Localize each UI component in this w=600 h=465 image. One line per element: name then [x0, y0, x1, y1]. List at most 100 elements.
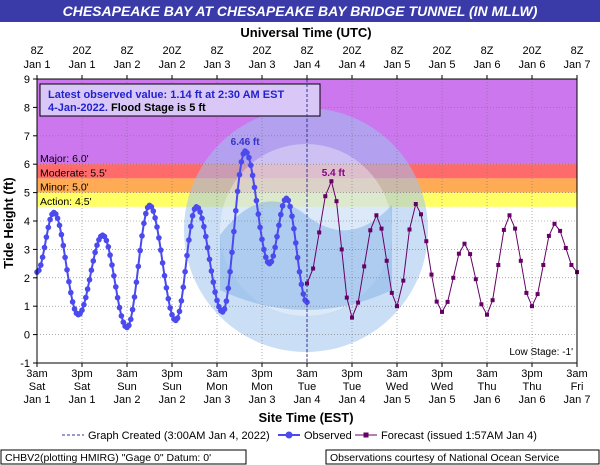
flood-label-2: Minor: 5.0'	[40, 182, 89, 194]
observed-point-11	[54, 215, 61, 222]
x-tick-utc-label-8-1: 8Z	[391, 45, 404, 57]
utc-axis-label: Universal Time (UTC)	[240, 25, 371, 40]
forecast-point-0	[305, 281, 309, 286]
x-tick-utc-label-0-1: 8Z	[31, 45, 44, 57]
observed-point-51	[129, 306, 136, 313]
x-tick-est-label-1-2: Sat	[74, 381, 91, 393]
forecast-point-18	[407, 227, 412, 232]
forecast-point-46	[563, 246, 568, 250]
observed-point-49	[126, 322, 132, 329]
observed-point-44	[116, 304, 123, 311]
observed-point-121	[261, 246, 267, 253]
observed-point-119	[257, 224, 263, 231]
x-tick-utc-label-12-2: Jan 7	[564, 59, 591, 71]
forecast-point-16	[395, 304, 399, 309]
observed-point-52	[131, 294, 138, 300]
forecast-point-32	[485, 312, 489, 317]
observed-point-128	[274, 233, 280, 240]
y-axis-label: Tide Height (ft)	[1, 177, 16, 268]
observed-point-68	[161, 272, 168, 279]
watermark-wave	[220, 201, 392, 310]
observed-point-136	[289, 213, 295, 219]
y-tick-label-7: 6	[24, 159, 30, 171]
x-tick-est-label-5-3: Jan 3	[249, 394, 276, 406]
observed-point-18	[68, 289, 74, 296]
y-tick-label-2: 1	[24, 301, 30, 313]
observed-peak-label: 6.46 ft	[231, 137, 261, 148]
observed-point-27	[84, 286, 91, 292]
observed-point-100	[221, 306, 228, 312]
observed-point-70	[165, 295, 172, 302]
peak-labels: 6.46 ft 5.4 ft	[231, 137, 346, 179]
observed-point-134	[285, 197, 292, 204]
forecast-point-21	[424, 239, 429, 244]
observed-point-14	[60, 242, 67, 249]
observed-point-3	[39, 254, 46, 260]
forecast-point-9	[356, 300, 361, 305]
forecast-point-28	[462, 241, 467, 246]
observed-point-6	[45, 224, 52, 231]
observed-point-135	[287, 203, 293, 210]
x-tick-est-label-4-1: 3am	[206, 368, 227, 380]
title-banner	[0, 0, 600, 22]
observed-point-142	[300, 291, 307, 297]
noaa-watermark	[184, 108, 428, 352]
x-tick-utc-label-7-2: Jan 4	[339, 59, 366, 71]
observed-point-92	[206, 256, 213, 263]
x-tick-utc-label-7-1: 20Z	[343, 45, 362, 57]
forecast-point-3	[323, 194, 328, 199]
x-tick-est-label-0-2: Sat	[29, 381, 46, 393]
flood-stage-note: Flood Stage is 5 ft	[108, 102, 206, 114]
forecast-point-8	[350, 315, 354, 320]
x-tick-utc-label-10-1: 8Z	[481, 45, 494, 57]
observed-point-29	[88, 267, 95, 274]
x-tick-utc-label-3-1: 20Z	[163, 45, 182, 57]
observed-point-39	[107, 252, 113, 258]
forecast-point-12	[374, 213, 379, 218]
x-tick-est-label-12-1: 3am	[566, 368, 587, 380]
observed-point-67	[159, 260, 166, 266]
forecast-point-44	[552, 221, 557, 226]
x-tick-est-label-9-1: 3pm	[431, 368, 452, 380]
forecast-point-45	[558, 228, 563, 233]
forecast-point-23	[434, 299, 439, 304]
footer-right-box	[325, 449, 600, 465]
latest-value-date: 4-Jan-2022.	[48, 102, 108, 114]
observed-point-57	[141, 220, 147, 227]
x-tick-est-label-4-3: Jan 3	[204, 394, 231, 406]
x-tick-est-label-9-2: Wed	[431, 381, 453, 393]
latest-value-line1: Latest observed value: 1.14 ft at 2:30 A…	[48, 89, 284, 101]
x-tick-est-label-6-1: 3am	[296, 368, 317, 380]
x-tick-est-label-12-2: Fri	[571, 381, 584, 393]
forecast-point-6	[339, 247, 344, 252]
x-tick-est-label-11-2: Thu	[523, 381, 542, 393]
observed-point-12	[56, 222, 63, 229]
observed-point-65	[156, 235, 162, 241]
observed-point-89	[201, 223, 207, 230]
observed-point-26	[83, 294, 89, 301]
forecast-point-19	[413, 202, 418, 206]
observed-point-45	[118, 313, 125, 319]
y-tick-label-1: 0	[24, 330, 30, 342]
observed-point-137	[291, 225, 297, 232]
forecast-point-37	[513, 226, 518, 231]
observed-point-126	[270, 253, 277, 259]
observed-point-55	[137, 247, 143, 254]
observed-point-28	[86, 277, 93, 283]
observed-point-105	[231, 228, 237, 235]
forecast-point-27	[456, 251, 461, 256]
forecast-point-5	[334, 199, 339, 204]
flood-label-0: Major: 6.0'	[40, 153, 89, 165]
forecast-point-7	[344, 295, 349, 300]
x-tick-utc-label-8-2: Jan 5	[384, 59, 411, 71]
x-tick-est-label-0-3: Jan 1	[24, 394, 51, 406]
x-tick-est-label-2-2: Sun	[117, 381, 137, 393]
observed-point-120	[259, 236, 265, 243]
observed-series	[34, 148, 310, 331]
forecast-peak-label: 5.4 ft	[322, 168, 346, 179]
x-tick-utc-label-9-1: 20Z	[433, 45, 452, 57]
observed-point-130	[278, 211, 284, 218]
observed-point-71	[167, 305, 173, 311]
observed-point-25	[81, 301, 87, 308]
x-tick-est-label-9-3: Jan 5	[429, 394, 456, 406]
